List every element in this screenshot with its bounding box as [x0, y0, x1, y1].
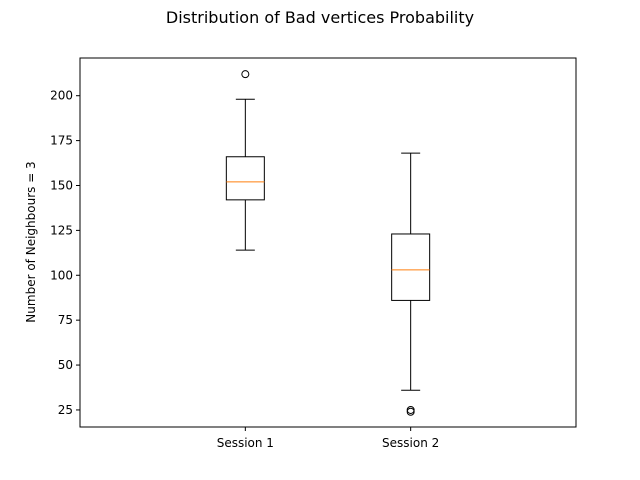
axes-frame [79, 57, 577, 428]
y-tick-label: 125 [50, 223, 73, 237]
y-tick-label: 150 [50, 178, 73, 192]
y-tick-label: 200 [50, 89, 73, 103]
outlier-point [406, 405, 415, 414]
x-axis: Session 1 Session 2 [217, 427, 439, 450]
x-tick-label: Session 1 [217, 436, 274, 450]
chart-title: Distribution of Bad vertices Probability [166, 8, 474, 27]
box-1 [225, 70, 265, 251]
y-tick-label: 100 [50, 268, 73, 282]
y-tick-label: 175 [50, 134, 73, 148]
iqr-box [391, 233, 431, 301]
iqr-box [225, 156, 265, 201]
y-tick-label: 25 [58, 403, 73, 417]
box-2 [391, 152, 431, 416]
y-tick-label: 50 [58, 358, 73, 372]
y-axis: 25 50 75 100 125 150 175 200 [50, 89, 80, 417]
y-axis-label: Number of Neighbours = 3 [24, 161, 38, 322]
outlier-point [241, 70, 250, 79]
y-tick-label: 75 [58, 313, 73, 327]
plot-area [225, 70, 431, 416]
x-tick-label: Session 2 [382, 436, 439, 450]
